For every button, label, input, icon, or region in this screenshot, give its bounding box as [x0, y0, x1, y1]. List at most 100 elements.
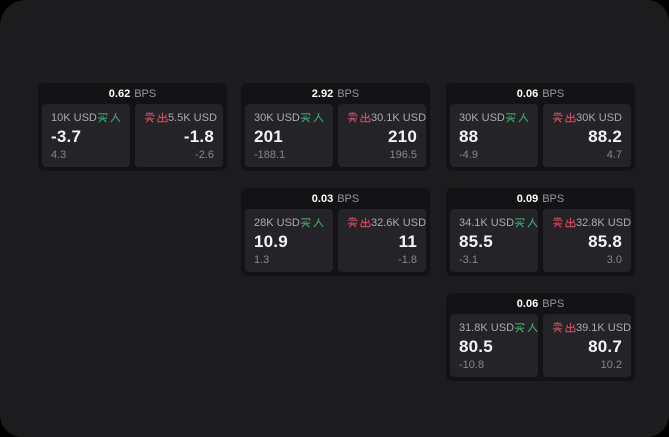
- sell-label: [552, 217, 576, 228]
- quote-card: 0.09 BPS 34.1K USD 85.5 -3.1 32.8K USD 8…: [446, 188, 635, 276]
- quote-panels: 34.1K USD 85.5 -3.1 32.8K USD 85.8 3.0: [446, 209, 635, 276]
- sell-panel[interactable]: 30.1K USD 210 196.5: [338, 104, 426, 167]
- bps-header: 0.09 BPS: [446, 188, 635, 209]
- buy-price: 201: [254, 127, 283, 146]
- quote-card: 0.06 BPS 31.8K USD 80.5 -10.8 39.1K USD …: [446, 293, 635, 381]
- quote-panels: 10K USD -3.7 4.3 5.5K USD -1.8 -2.6: [38, 104, 227, 171]
- sell-panel[interactable]: 32.6K USD 11 -1.8: [338, 209, 426, 272]
- sell-price: -1.8: [183, 127, 214, 146]
- bps-unit-label: BPS: [542, 87, 565, 100]
- quote-card: 2.92 BPS 30K USD 201 -188.1 30.1K USD 21…: [241, 83, 430, 171]
- sell-change: 10.2: [600, 359, 622, 371]
- bps-value: 0.62: [108, 87, 131, 100]
- buy-panel[interactable]: 28K USD 10.9 1.3: [245, 209, 333, 272]
- buy-glyph-icon: [514, 217, 525, 228]
- buy-panel[interactable]: 10K USD -3.7 4.3: [42, 104, 130, 167]
- sell-price: 88.2: [588, 127, 622, 146]
- sell-glyph-icon: [360, 112, 371, 123]
- sell-price: 210: [388, 127, 417, 146]
- sell-change: -2.6: [195, 149, 214, 161]
- buy-change: 4.3: [51, 149, 67, 161]
- buy-glyph-icon: [527, 322, 538, 333]
- sell-change: 3.0: [606, 254, 622, 266]
- sell-amount: 32.6K USD: [371, 216, 427, 229]
- sell-panel[interactable]: 39.1K USD 80.7 10.2: [543, 314, 631, 377]
- sell-amount: 32.8K USD: [576, 216, 632, 229]
- buy-panel[interactable]: 30K USD 201 -188.1: [245, 104, 333, 167]
- sell-panel[interactable]: 5.5K USD -1.8 -2.6: [135, 104, 223, 167]
- buy-glyph-icon: [313, 112, 324, 123]
- sell-glyph-icon: [565, 322, 576, 333]
- sell-change: 4.7: [606, 149, 622, 161]
- buy-glyph-icon: [97, 112, 108, 123]
- buy-price: 85.5: [459, 232, 493, 251]
- buy-change: 1.3: [254, 254, 270, 266]
- sell-label: [144, 112, 168, 123]
- buy-glyph-icon: [518, 112, 529, 123]
- sell-amount: 30K USD: [576, 111, 622, 124]
- bps-unit-label: BPS: [134, 87, 157, 100]
- buy-glyph-icon: [514, 322, 525, 333]
- quote-panels: 30K USD 201 -188.1 30.1K USD 210 196.5: [241, 104, 430, 171]
- buy-change: -4.9: [459, 149, 478, 161]
- buy-label: [505, 112, 529, 123]
- buy-amount: 30K USD: [459, 111, 505, 124]
- buy-amount: 30K USD: [254, 111, 300, 124]
- sell-label: [347, 217, 371, 228]
- sell-amount: 39.1K USD: [576, 321, 632, 334]
- buy-amount: 34.1K USD: [459, 216, 515, 229]
- buy-change: -10.8: [459, 359, 485, 371]
- sell-glyph-icon: [157, 112, 168, 123]
- sell-glyph-icon: [552, 322, 563, 333]
- buy-glyph-icon: [300, 112, 311, 123]
- buy-panel[interactable]: 31.8K USD 80.5 -10.8: [450, 314, 538, 377]
- quote-card: 0.62 BPS 10K USD -3.7 4.3 5.5K USD -1.8 …: [38, 83, 227, 171]
- buy-label: [300, 112, 324, 123]
- bps-value: 0.03: [311, 192, 334, 205]
- buy-amount: 28K USD: [254, 216, 300, 229]
- sell-glyph-icon: [347, 217, 358, 228]
- buy-price: 88: [459, 127, 479, 146]
- quote-panels: 30K USD 88 -4.9 30K USD 88.2 4.7: [446, 104, 635, 171]
- buy-label: [97, 112, 121, 123]
- bps-value: 0.06: [516, 297, 539, 310]
- buy-change: -188.1: [254, 149, 286, 161]
- buy-change: -3.1: [459, 254, 478, 266]
- sell-glyph-icon: [552, 217, 563, 228]
- bps-header: 2.92 BPS: [241, 83, 430, 104]
- buy-glyph-icon: [110, 112, 121, 123]
- sell-glyph-icon: [552, 112, 563, 123]
- buy-glyph-icon: [313, 217, 324, 228]
- buy-price: 10.9: [254, 232, 288, 251]
- quote-card: 0.03 BPS 28K USD 10.9 1.3 32.6K USD 11 -…: [241, 188, 430, 276]
- bps-unit-label: BPS: [542, 192, 565, 205]
- bps-value: 0.06: [516, 87, 539, 100]
- quote-panels: 28K USD 10.9 1.3 32.6K USD 11 -1.8: [241, 209, 430, 276]
- buy-price: -3.7: [51, 127, 82, 146]
- buy-amount: 31.8K USD: [459, 321, 515, 334]
- sell-label: [347, 112, 371, 123]
- buy-panel[interactable]: 34.1K USD 85.5 -3.1: [450, 209, 538, 272]
- bps-unit-label: BPS: [542, 297, 565, 310]
- sell-amount: 5.5K USD: [168, 111, 217, 124]
- buy-glyph-icon: [527, 217, 538, 228]
- sell-change: 196.5: [389, 149, 417, 161]
- sell-price: 85.8: [588, 232, 622, 251]
- sell-panel[interactable]: 32.8K USD 85.8 3.0: [543, 209, 631, 272]
- sell-change: -1.8: [398, 254, 417, 266]
- buy-glyph-icon: [505, 112, 516, 123]
- quote-card: 0.06 BPS 30K USD 88 -4.9 30K USD 88.2 4.…: [446, 83, 635, 171]
- sell-glyph-icon: [144, 112, 155, 123]
- buy-panel[interactable]: 30K USD 88 -4.9: [450, 104, 538, 167]
- bps-header: 0.06 BPS: [446, 293, 635, 314]
- buy-label: [300, 217, 324, 228]
- bps-value: 2.92: [311, 87, 334, 100]
- bps-header: 0.06 BPS: [446, 83, 635, 104]
- buy-amount: 10K USD: [51, 111, 97, 124]
- sell-panel[interactable]: 30K USD 88.2 4.7: [543, 104, 631, 167]
- sell-price: 80.7: [588, 337, 622, 356]
- buy-label: [514, 217, 538, 228]
- buy-glyph-icon: [300, 217, 311, 228]
- sell-glyph-icon: [565, 217, 576, 228]
